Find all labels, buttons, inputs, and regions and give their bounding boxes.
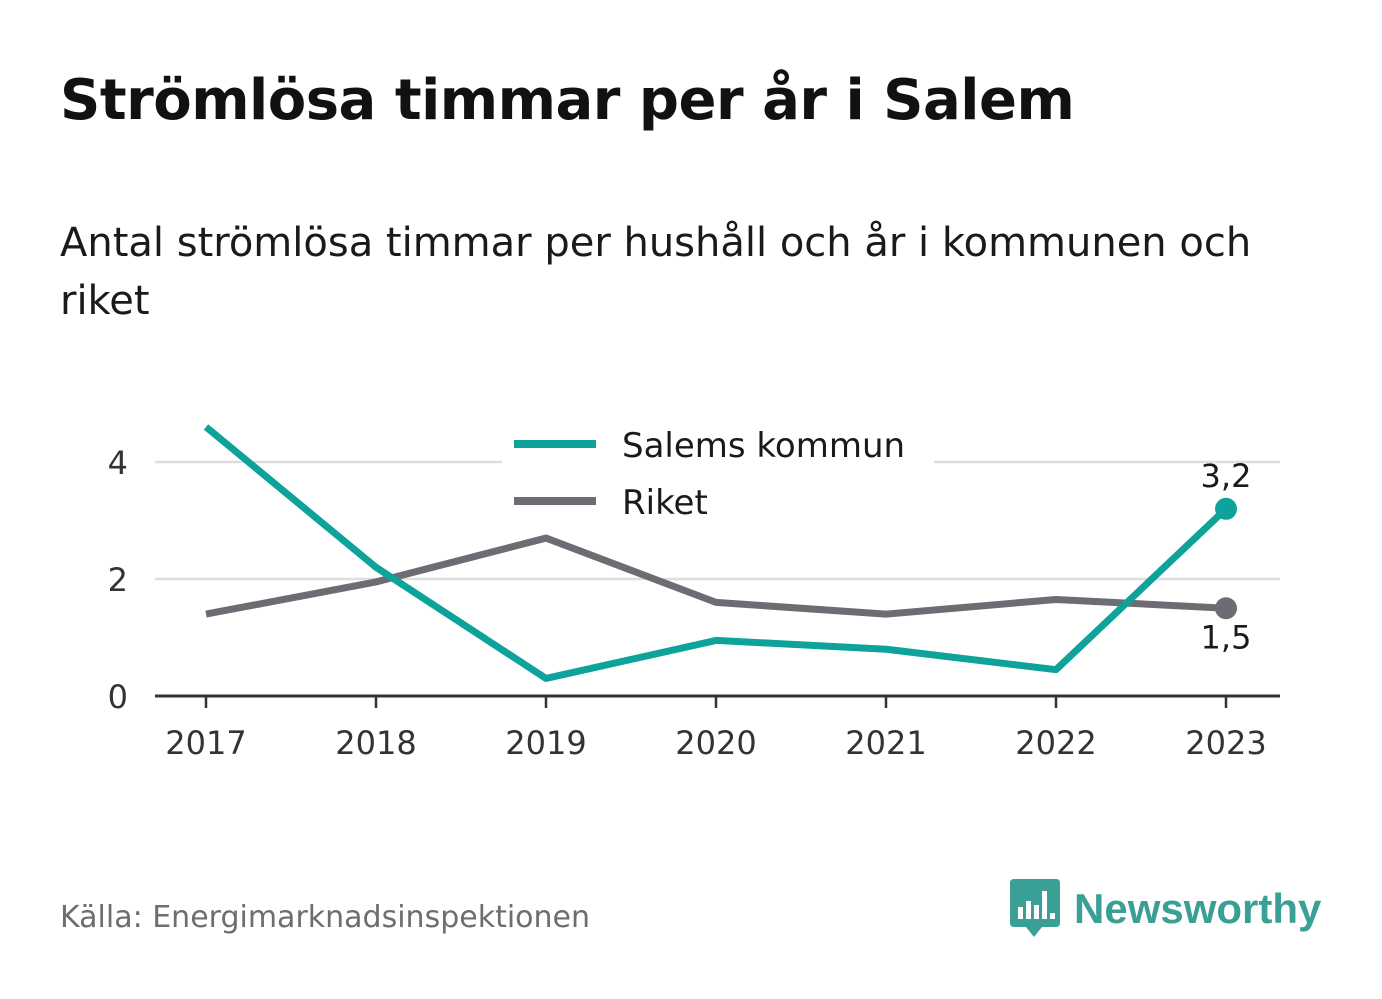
brand-logo: Newsworthy [1010,878,1321,940]
x-tick-label: 2018 [335,724,416,762]
legend-background [502,420,934,526]
legend: Salems kommun Riket [502,420,934,526]
end-labels: 3,2 1,5 [1201,457,1252,656]
chart-title: Strömlösa timmar per år i Salem [60,68,1075,133]
y-axis-ticks: 0 2 4 [108,444,128,716]
y-tick-label: 4 [108,444,128,482]
legend-label: Riket [622,483,708,523]
legend-label: Salems kommun [622,426,905,466]
x-tick-label: 2023 [1185,724,1266,762]
bar-chart-speech-bubble-icon [1010,879,1060,937]
series-line-riket [205,534,1227,618]
x-tick-label: 2019 [505,724,586,762]
end-point-riket [1215,597,1237,620]
source-note: Källa: Energimarknadsinspektionen [60,900,591,935]
y-tick-label: 2 [108,561,128,599]
x-axis: 2017 2018 2019 2020 2021 2022 2023 [155,694,1280,762]
x-tick-label: 2021 [845,724,926,762]
series-line-salems-kommun [203,424,1229,682]
y-tick-label: 0 [108,678,128,716]
x-tick-label: 2022 [1015,724,1096,762]
brand-name: Newsworthy [1074,885,1322,932]
x-tick-label: 2017 [165,724,246,762]
chart-subtitle: Antal strömlösa timmar per hushåll och å… [60,220,1252,324]
end-point-salems-kommun [1215,497,1237,520]
x-tick-label: 2020 [675,724,756,762]
end-label-riket: 1,5 [1201,618,1252,656]
end-label-salems-kommun: 3,2 [1201,457,1252,495]
series-lines [203,424,1237,682]
